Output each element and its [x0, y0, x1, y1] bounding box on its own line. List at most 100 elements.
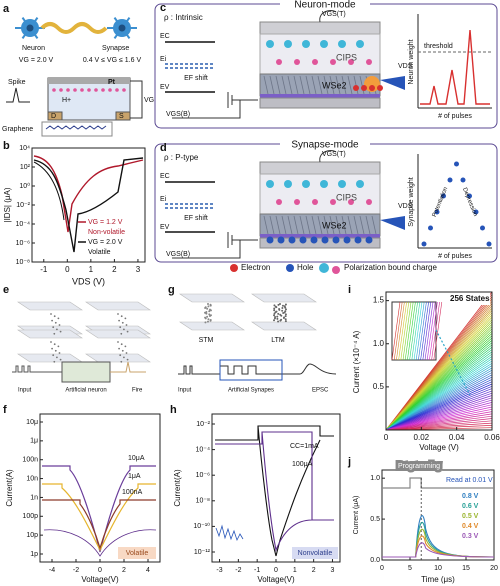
- y-tick-label: 1μ: [30, 438, 38, 445]
- label: Volatile: [126, 550, 149, 557]
- fire-pulse: [110, 361, 146, 373]
- bound-charge: [276, 199, 282, 205]
- line: [411, 301, 421, 361]
- label: EF shift: [184, 215, 208, 222]
- filament: [53, 360, 56, 363]
- polarization: [320, 40, 328, 48]
- neuron-box: [61, 361, 111, 383]
- label: Artificial Synapes: [228, 388, 274, 394]
- x-tick-label: 1: [293, 567, 297, 574]
- filament: [57, 345, 60, 348]
- filament: [204, 317, 207, 320]
- bound-icon: [332, 266, 340, 274]
- label: Hole: [297, 263, 314, 272]
- line: [385, 425, 493, 431]
- x-tick-label: -3: [216, 567, 222, 574]
- weight-dot: [428, 225, 433, 231]
- channel: [260, 94, 380, 98]
- filament: [206, 315, 209, 318]
- label: Neuron: [22, 45, 45, 52]
- panel-letter: i: [348, 284, 351, 296]
- label: VGS(B): [166, 111, 190, 118]
- filament: [120, 315, 123, 318]
- y-tick-label: 1.5: [373, 296, 385, 305]
- filament: [278, 308, 281, 311]
- filament: [209, 319, 212, 322]
- polarization: [284, 180, 292, 188]
- filament: [53, 343, 56, 346]
- filament: [123, 356, 125, 359]
- source: [115, 111, 131, 121]
- polarization: [284, 40, 292, 48]
- filament: [276, 317, 279, 320]
- line: [371, 215, 377, 235]
- label: CC=1mA: [290, 443, 319, 450]
- panel-letter: h: [170, 404, 177, 416]
- filament: [126, 330, 129, 333]
- plate: [251, 293, 317, 303]
- filament: [284, 320, 287, 323]
- y-tick-label: 1.0: [373, 339, 385, 348]
- filament: [284, 306, 287, 309]
- line: [281, 215, 287, 235]
- title-bg: [280, 140, 370, 149]
- electron: [369, 85, 375, 91]
- curve: [43, 529, 157, 557]
- label: ρ : Intrinsic: [164, 13, 203, 22]
- y-tick-label: 10⁻⁴: [196, 446, 211, 453]
- label: ρ : P-type: [164, 153, 199, 162]
- bound-charge: [330, 59, 336, 65]
- x-tick-label: 3: [136, 265, 141, 274]
- label: Input: [18, 388, 32, 394]
- line: [311, 75, 317, 95]
- bound-charge: [330, 199, 336, 205]
- panel-letter: g: [168, 284, 175, 296]
- line: [418, 301, 427, 361]
- line: [385, 395, 493, 431]
- axis-title: |IDS| (μA): [3, 187, 12, 222]
- top-electrode: [259, 161, 381, 175]
- line: [353, 215, 359, 235]
- x-tick-label: 0: [98, 567, 102, 574]
- line: [385, 385, 493, 431]
- bottom-wire: [172, 240, 241, 259]
- line: [335, 215, 341, 235]
- y-tick-label: 10⁻⁶: [196, 472, 210, 479]
- y-tick-label: 10⁻⁸: [16, 259, 30, 266]
- weight-dot: [454, 161, 459, 167]
- filament: [117, 313, 119, 315]
- weight-dot: [434, 209, 440, 215]
- filament: [277, 303, 280, 306]
- filament: [275, 306, 278, 309]
- filament: [125, 352, 128, 354]
- y-tick-label: 10⁻⁸: [196, 498, 210, 505]
- filament: [273, 317, 276, 320]
- filament: [58, 324, 61, 326]
- line: [422, 301, 432, 361]
- line: [359, 75, 365, 95]
- axis-title: # of pulses: [438, 113, 472, 120]
- filament: [206, 320, 209, 323]
- filament: [273, 314, 276, 317]
- curve: [42, 499, 156, 551]
- hole: [321, 236, 329, 244]
- x-tick-label: 2: [112, 265, 117, 274]
- line: [385, 408, 493, 431]
- y-tick-label: 0.0: [370, 557, 380, 564]
- axis-title: Time (μs): [421, 575, 455, 584]
- polarization: [356, 180, 364, 188]
- y-tick-label: 10⁻⁶: [16, 240, 30, 247]
- line: [341, 75, 347, 95]
- line: [299, 215, 305, 235]
- filament: [282, 316, 285, 319]
- label: Artificial neuron: [65, 388, 106, 394]
- synapse-signal: [178, 363, 337, 375]
- line: [396, 301, 405, 361]
- filament: [281, 304, 284, 307]
- line: [275, 215, 281, 235]
- label: VG = 2.0 V: [19, 57, 54, 64]
- gate-arrow: [319, 149, 337, 163]
- curve: [420, 29, 490, 105]
- filament: [204, 321, 207, 324]
- y-tick-label: 1p: [30, 551, 38, 558]
